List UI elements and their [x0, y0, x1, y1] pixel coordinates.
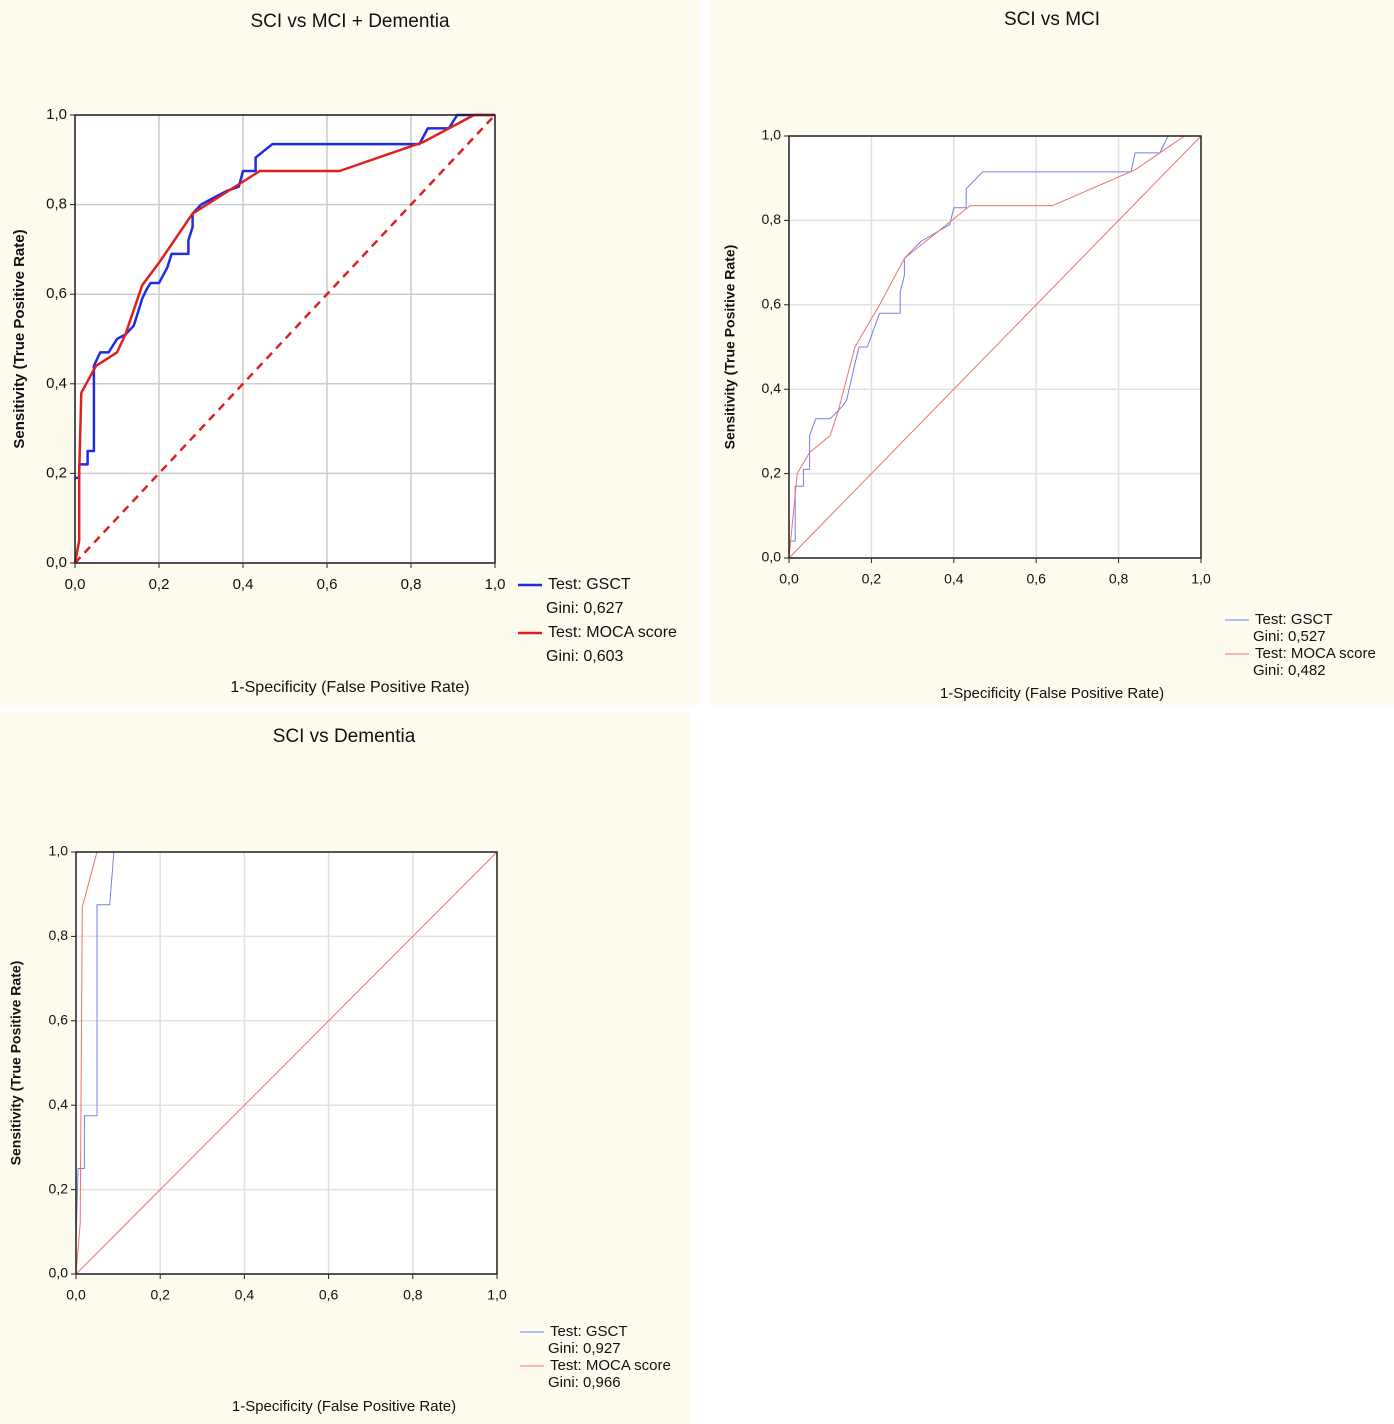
- legend-label: Test: GSCT: [548, 576, 631, 593]
- legend-note: Gini: 0,627: [546, 600, 623, 617]
- x-axis-label: 1-Specificity (False Positive Rate): [230, 679, 469, 696]
- y-axis-label: Sensitivity (True Positive Rate): [8, 961, 24, 1166]
- x-tick-label: 0,4: [235, 1287, 255, 1303]
- x-tick-label: 1,0: [1191, 571, 1211, 587]
- y-tick-label: 0,0: [46, 554, 67, 571]
- y-tick-label: 0,8: [46, 196, 67, 213]
- reference-line: [75, 851, 498, 1275]
- chart-title: SCI vs MCI + Dementia: [250, 11, 449, 32]
- y-axis-label: Sensitivity (True Positive Rate): [722, 245, 738, 450]
- plot-frame: [788, 135, 1202, 559]
- y-tick-label: 0,6: [762, 296, 782, 312]
- x-tick-label: 0,6: [317, 576, 338, 593]
- y-tick-label: 1,0: [762, 127, 782, 143]
- y-tick-label: 0,8: [49, 927, 69, 943]
- plot-frame: [74, 114, 496, 564]
- x-tick-label: 0,6: [319, 1287, 339, 1303]
- y-tick-label: 0,2: [46, 464, 67, 481]
- y-tick-label: 1,0: [49, 843, 69, 859]
- x-axis-label: 1-Specificity (False Positive Rate): [232, 1398, 456, 1415]
- roc-line: [75, 113, 495, 480]
- x-tick-label: 0,6: [1026, 571, 1046, 587]
- legend-label: Test: MOCA score: [1255, 645, 1376, 662]
- legend-note: Gini: 0,966: [548, 1374, 621, 1391]
- legend-note: Gini: 0,482: [1253, 662, 1326, 679]
- x-tick-label: 0,2: [862, 571, 882, 587]
- y-tick-label: 0,0: [762, 549, 782, 565]
- x-axis-label: 1-Specificity (False Positive Rate): [940, 685, 1164, 702]
- x-tick-label: 0,4: [233, 576, 254, 593]
- legend-label: Test: MOCA score: [548, 624, 677, 641]
- y-tick-label: 0,2: [762, 464, 782, 480]
- y-tick-label: 0,4: [49, 1096, 69, 1112]
- x-tick-label: 0,8: [1109, 571, 1129, 587]
- x-tick-label: 0,8: [401, 576, 422, 593]
- roc-line: [788, 135, 1201, 559]
- x-tick-label: 0,0: [779, 571, 799, 587]
- y-tick-label: 0,8: [762, 211, 782, 227]
- chart-title: SCI vs Dementia: [273, 726, 416, 747]
- legend-label: Test: MOCA score: [550, 1357, 671, 1374]
- roc-line: [73, 113, 495, 564]
- y-tick-label: 0,6: [46, 285, 67, 302]
- y-tick-label: 1,0: [46, 106, 67, 123]
- reference-line: [74, 114, 496, 564]
- x-tick-label: 1,0: [485, 576, 506, 593]
- x-tick-label: 0,0: [65, 576, 86, 593]
- x-tick-label: 1,0: [487, 1287, 507, 1303]
- plot-frame: [75, 851, 498, 1275]
- legend-note: Gini: 0,603: [546, 648, 623, 665]
- y-tick-label: 0,6: [49, 1012, 69, 1028]
- legend-note: Gini: 0,927: [548, 1340, 621, 1357]
- x-tick-label: 0,0: [66, 1287, 86, 1303]
- x-tick-label: 0,2: [149, 576, 170, 593]
- legend-label: Test: GSCT: [550, 1323, 628, 1340]
- x-tick-label: 0,8: [403, 1287, 423, 1303]
- y-tick-label: 0,2: [49, 1180, 69, 1196]
- legend-note: Gini: 0,527: [1253, 628, 1326, 645]
- x-tick-label: 0,2: [150, 1287, 170, 1303]
- legend-label: Test: GSCT: [1255, 611, 1333, 628]
- roc-line: [789, 135, 1201, 542]
- y-tick-label: 0,4: [46, 375, 67, 392]
- y-tick-label: 0,4: [762, 380, 782, 396]
- reference-line: [788, 135, 1202, 559]
- chart-title: SCI vs MCI: [1004, 9, 1100, 30]
- x-tick-label: 0,4: [944, 571, 964, 587]
- y-axis-label: Sensitivity (True Positive Rate): [11, 229, 28, 448]
- y-tick-label: 0,0: [49, 1265, 69, 1281]
